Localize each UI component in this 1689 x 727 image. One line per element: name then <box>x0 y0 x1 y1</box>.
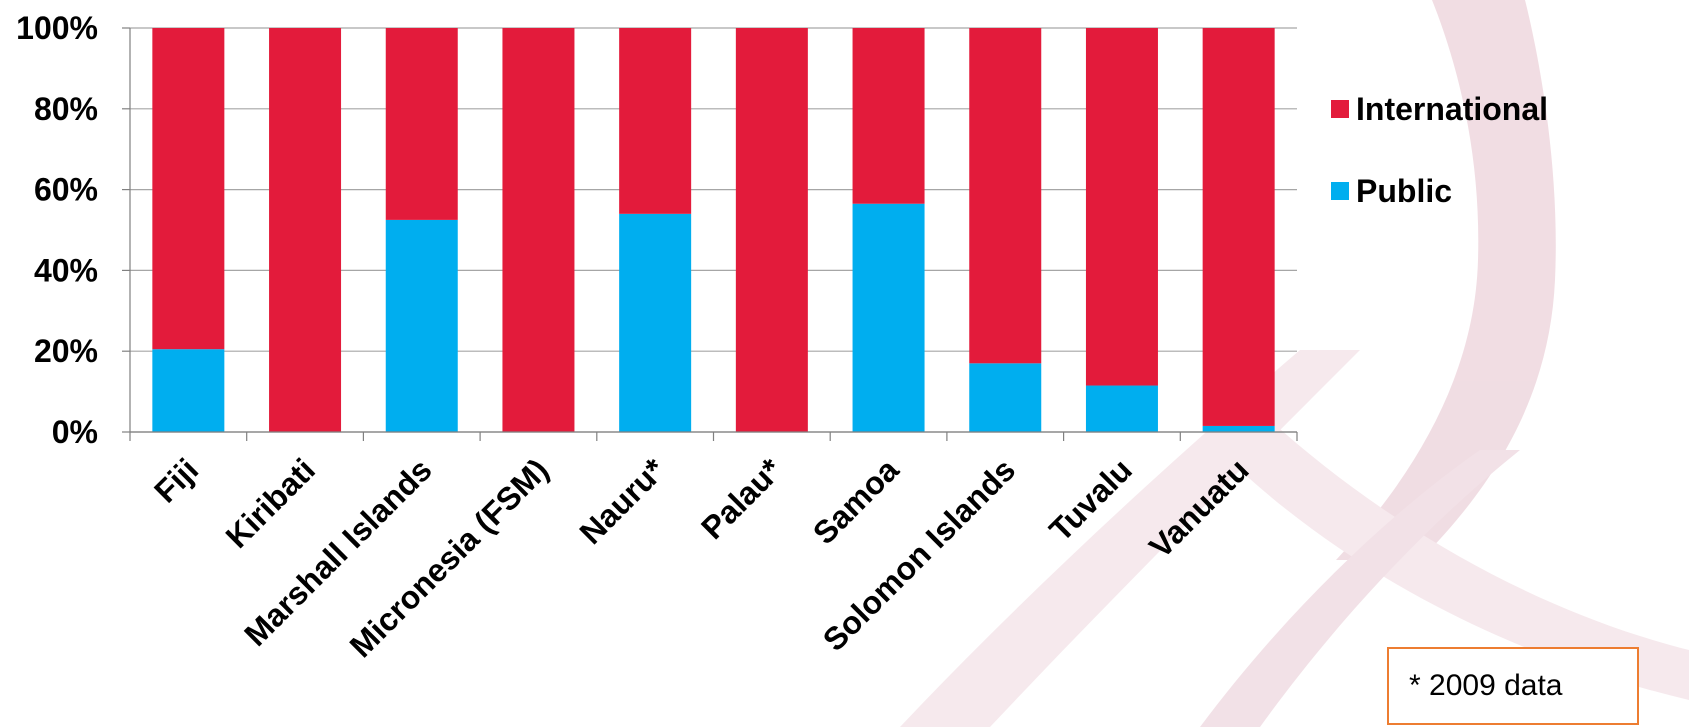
legend-label-public: Public <box>1356 173 1452 209</box>
data-note-box: * 2009 data <box>1387 647 1639 725</box>
y-tick-labels: 0% 20% 40% 60% 80% 100% <box>16 10 98 450</box>
axes <box>122 27 1298 441</box>
y-tick-label: 100% <box>16 10 98 46</box>
bar-international <box>735 28 808 432</box>
bar-international <box>269 28 342 432</box>
x-tick-label: Palau* <box>694 451 789 546</box>
bar-public <box>152 349 225 432</box>
y-tick-label: 60% <box>34 172 98 208</box>
bar-international <box>852 28 925 204</box>
bar-public <box>852 203 925 432</box>
bar-international <box>619 28 692 214</box>
legend: International Public <box>1331 91 1548 209</box>
y-tick-label: 40% <box>34 252 98 288</box>
legend-swatch-public <box>1331 182 1349 200</box>
x-tick-label: Samoa <box>806 451 906 551</box>
y-tick-label: 20% <box>34 333 98 369</box>
background-ribbon-watermark <box>900 0 1689 727</box>
bars <box>152 28 1275 432</box>
x-tick-label: Fiji <box>147 451 205 509</box>
y-tick-label: 0% <box>52 414 98 450</box>
bar-international <box>152 28 225 350</box>
bar-international <box>385 28 458 220</box>
bar-international <box>1085 28 1158 386</box>
data-note-text: * 2009 data <box>1409 669 1563 702</box>
bar-international <box>969 28 1042 364</box>
bar-international <box>1202 28 1275 426</box>
bar-public <box>385 219 458 432</box>
bar-public <box>969 363 1042 432</box>
x-tick-label: Kiribati <box>219 451 322 554</box>
bar-public <box>1202 425 1275 432</box>
x-tick-label: Nauru* <box>572 451 672 551</box>
bar-public <box>1085 385 1158 432</box>
legend-swatch-international <box>1331 100 1349 118</box>
bar-international <box>502 28 575 432</box>
x-tick-label: Solomon Islands <box>816 451 1022 657</box>
x-tick-label: Micronesia (FSM) <box>343 451 556 664</box>
y-tick-label: 80% <box>34 91 98 127</box>
legend-label-international: International <box>1356 91 1548 127</box>
bar-public <box>619 213 692 432</box>
